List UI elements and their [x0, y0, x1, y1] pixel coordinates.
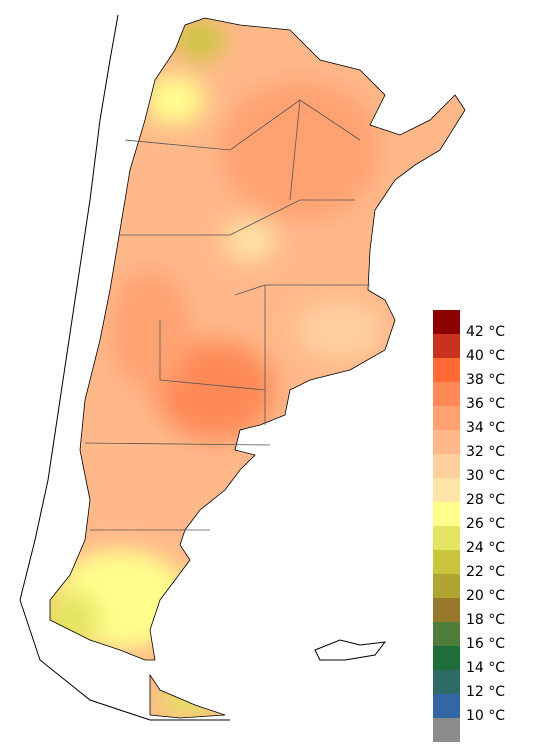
legend-swatch [433, 622, 460, 646]
legend-swatch [433, 406, 460, 430]
legend-swatch [433, 382, 460, 406]
legend-label: 34 °C [466, 420, 505, 436]
legend-label: 28 °C [466, 492, 505, 508]
chile-outline [19, 14, 230, 721]
legend-swatch [433, 334, 460, 358]
legend-label: 10 °C [466, 708, 505, 724]
legend-label: 32 °C [466, 444, 505, 460]
legend-swatch [433, 646, 460, 670]
legend-label: 24 °C [466, 540, 505, 556]
legend-label: 38 °C [466, 372, 505, 388]
legend-label: 18 °C [466, 612, 505, 628]
legend-swatch [433, 694, 460, 718]
legend-label: 30 °C [466, 468, 505, 484]
falklands [314, 639, 387, 661]
legend-label: 36 °C [466, 396, 505, 412]
legend-swatch [433, 670, 460, 694]
legend-label: 20 °C [466, 588, 505, 604]
legend-swatch [433, 550, 460, 574]
legend-label: 14 °C [466, 660, 505, 676]
legend-swatch [433, 310, 460, 334]
legend-label: 12 °C [466, 684, 505, 700]
legend-swatch [433, 502, 460, 526]
legend-swatch [433, 598, 460, 622]
legend-swatch [433, 718, 460, 742]
legend-label: 22 °C [466, 564, 505, 580]
legend-label: 16 °C [466, 636, 505, 652]
legend-label: 40 °C [466, 348, 505, 364]
legend-swatch [433, 454, 460, 478]
legend-swatch [433, 526, 460, 550]
legend-label: 26 °C [466, 516, 505, 532]
legend-swatch [433, 574, 460, 598]
legend-label: 42 °C [466, 324, 505, 340]
legend: 42 °C 40 °C 38 °C 36 °C 34 °C 32 °C 30 °C 28 °C… [433, 310, 505, 742]
province-borders [49, 17, 466, 719]
legend-swatch [433, 430, 460, 454]
legend-swatch [433, 358, 460, 382]
legend-swatch [433, 478, 460, 502]
